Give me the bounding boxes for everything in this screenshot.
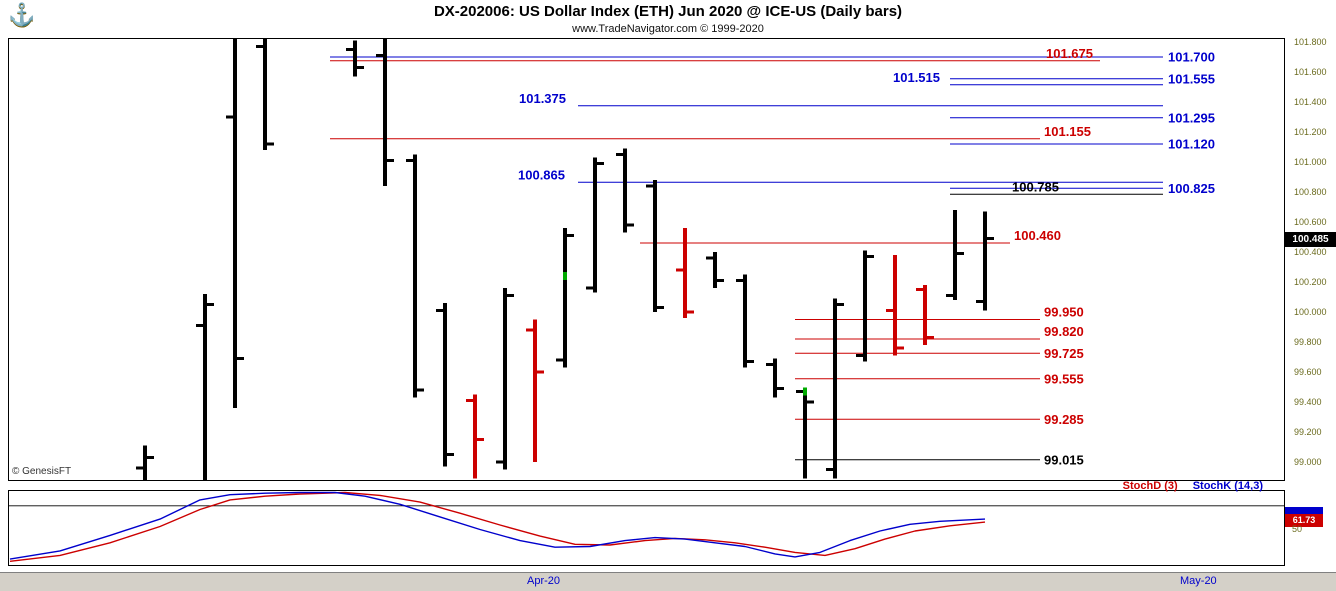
price-line-label: 100.865	[518, 167, 565, 182]
stoch-scale-label: 50	[1292, 524, 1303, 534]
price-line-label: 99.725	[1044, 346, 1084, 361]
price-line-label: 99.015	[1044, 452, 1084, 467]
price-line-label: 101.120	[1168, 137, 1215, 152]
price-axis[interactable]: 101.800 101.600 101.400 101.200 101.000 100.8…	[1285, 0, 1336, 591]
price-axis-label: 99.600	[1294, 367, 1322, 377]
stoch-d-label: StochD (3)	[1122, 480, 1178, 492]
stoch-d-value-badge: 61.73	[1285, 514, 1323, 527]
price-axis-label: 100.400	[1294, 247, 1327, 257]
stoch-d-line	[9, 491, 986, 562]
price-axis-label: 101.400	[1294, 97, 1327, 107]
price-line-label: 100.825	[1168, 181, 1215, 196]
price-axis-label: 100.000	[1294, 307, 1327, 317]
stoch-legend: StochD (3) StochK (14,3)	[8, 480, 1285, 492]
price-line-label: 101.295	[1168, 110, 1215, 125]
price-line-label: 99.950	[1044, 305, 1084, 320]
price-line-label: 101.555	[1168, 71, 1215, 86]
price-line-label: 100.785	[1012, 179, 1059, 194]
price-line-label: 101.675	[1046, 46, 1093, 61]
price-axis-label: 99.200	[1294, 427, 1322, 437]
price-line-label: 100.460	[1014, 228, 1061, 243]
price-axis-label: 101.200	[1294, 127, 1327, 137]
stoch-k-line	[9, 491, 986, 560]
last-price-badge: 100.485	[1285, 232, 1336, 247]
chart-title: DX-202006: US Dollar Index (ETH) Jun 202…	[433, 3, 903, 20]
price-axis-label: 99.400	[1294, 397, 1322, 407]
stoch-k-label: StochK (14,3)	[1192, 480, 1263, 492]
price-line-label: 99.555	[1044, 371, 1084, 386]
price-axis-label: 100.800	[1294, 187, 1327, 197]
price-axis-label: 99.000	[1294, 457, 1322, 467]
chart-subtitle: www.TradeNavigator.com © 1999-2020	[572, 23, 764, 35]
stochastic-panel[interactable]	[8, 490, 1285, 566]
price-axis-label: 99.800	[1294, 337, 1322, 347]
price-axis-label: 100.200	[1294, 277, 1327, 287]
price-axis-label: 100.600	[1294, 217, 1327, 227]
price-line-label: 99.820	[1044, 324, 1084, 339]
green-marker	[563, 272, 567, 280]
date-label-may: May-20	[1180, 575, 1217, 587]
genesis-logo-icon: ⚓	[8, 2, 36, 27]
price-axis-label: 101.600	[1294, 67, 1327, 77]
price-line-label: 101.515	[893, 70, 940, 85]
green-marker	[803, 387, 807, 396]
price-line-label: 101.375	[519, 91, 566, 106]
price-axis-label: 101.800	[1294, 37, 1327, 47]
price-line-label: 99.285	[1044, 412, 1084, 427]
date-label-apr: Apr-20	[527, 575, 561, 587]
genesisft-watermark: © GenesisFT	[12, 466, 72, 477]
price-line-label: 101.155	[1044, 124, 1091, 139]
date-axis[interactable]: Apr-20 May-20	[0, 572, 1336, 591]
price-axis-label: 101.000	[1294, 157, 1327, 167]
price-line-label: 101.700	[1168, 50, 1215, 65]
main-chart-area[interactable]	[8, 38, 1285, 481]
